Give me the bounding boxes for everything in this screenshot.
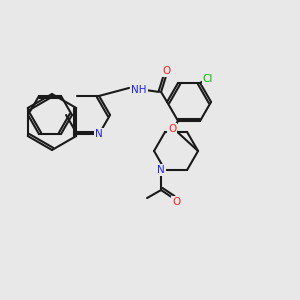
Text: O: O [162, 66, 170, 76]
Text: O: O [168, 124, 176, 134]
Text: Cl: Cl [203, 74, 213, 84]
Text: O: O [172, 197, 180, 207]
Text: NH: NH [131, 85, 147, 95]
Text: N: N [95, 129, 103, 139]
Text: N: N [157, 165, 165, 175]
